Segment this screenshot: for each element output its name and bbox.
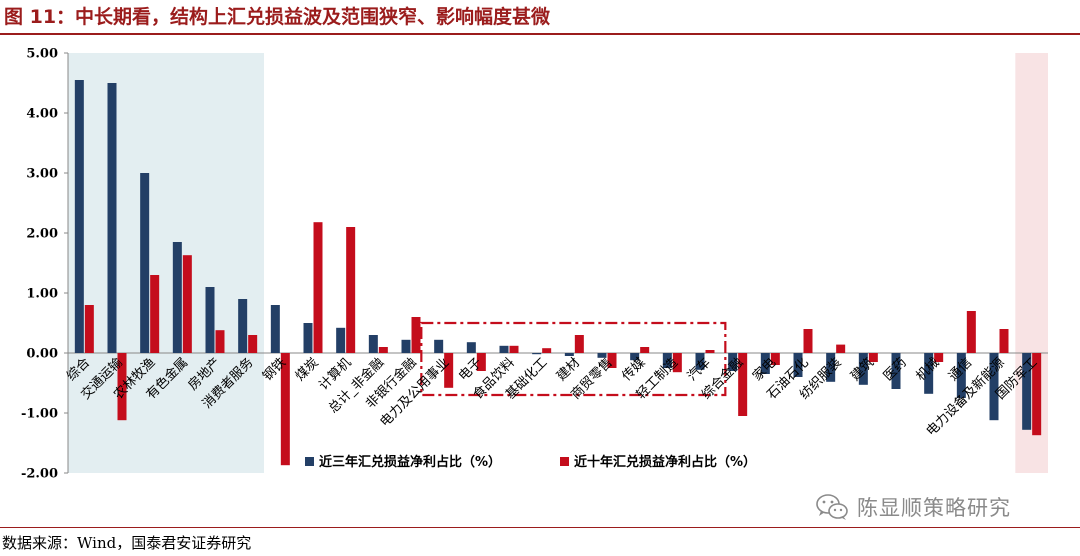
bar-chart: 5.004.003.002.001.000.00-1.00-2.00综合交通运输… [21, 47, 1048, 482]
bar-s2-14 [509, 345, 519, 353]
bar-s1-12 [434, 339, 444, 353]
legend-swatch-2 [560, 457, 569, 466]
bar-s1-2 [107, 83, 117, 353]
y-tick-label: -1.00 [21, 407, 58, 422]
bar-s2-27 [934, 353, 944, 362]
y-tick-label: -2.00 [21, 467, 58, 482]
bar-s2-21 [738, 353, 748, 416]
bar-s1-8 [303, 323, 313, 353]
bar-s2-6 [248, 335, 258, 353]
y-tick-label: 5.00 [26, 47, 58, 62]
y-tick-label: 3.00 [26, 167, 58, 182]
bar-s2-19 [672, 353, 682, 373]
bar-s2-11 [411, 317, 421, 353]
bar-s1-18 [630, 353, 640, 361]
bar-s2-29 [999, 329, 1009, 353]
bar-s1-13 [466, 342, 476, 353]
bar-s1-23 [793, 353, 803, 377]
category-label: 医药 [881, 355, 910, 384]
bar-s1-4 [172, 242, 182, 353]
bar-s2-16 [574, 335, 584, 353]
source-note: 数据来源：Wind，国泰君安证券研究 [2, 534, 252, 552]
bar-s2-22 [770, 353, 780, 365]
bar-s2-17 [607, 353, 617, 368]
bar-s2-3 [150, 275, 160, 353]
bar-s1-21 [728, 353, 738, 371]
bar-s1-29 [989, 353, 999, 421]
bar-s1-3 [140, 173, 150, 353]
bar-s2-24 [836, 344, 846, 353]
bar-s2-1 [84, 305, 94, 353]
y-tick-label: 1.00 [26, 287, 58, 302]
category-label: 通信 [946, 355, 975, 384]
bar-s1-22 [760, 353, 770, 374]
legend-label-2: 近十年汇兑损益净利占比（%） [574, 454, 756, 470]
bar-s2-8 [313, 222, 323, 353]
bar-s1-26 [891, 353, 901, 389]
category-label: 建材 [554, 355, 583, 384]
category-label: 汽车 [684, 355, 714, 385]
footer-divider [0, 527, 1080, 528]
dashed-highlight-box [420, 321, 727, 397]
bar-s2-15 [542, 348, 552, 353]
y-tick-label: 2.00 [26, 227, 58, 242]
legend-swatch-1 [305, 457, 314, 466]
bar-s2-10 [378, 347, 388, 353]
bar-s2-4 [182, 255, 192, 353]
shaded-region-1 [68, 53, 264, 473]
bar-s1-16 [564, 353, 574, 356]
bar-s2-12 [444, 353, 454, 388]
shaded-region-2 [1015, 53, 1048, 473]
bar-s2-5 [215, 330, 225, 353]
bar-s2-13 [476, 353, 486, 371]
y-tick-label: 4.00 [26, 107, 58, 122]
watermark: 陈显顺策略研究 [815, 490, 1011, 524]
bar-s1-20 [695, 353, 705, 370]
bar-s2-30 [1032, 353, 1042, 436]
category-label: 传媒 [619, 355, 648, 384]
watermark-text: 陈显顺策略研究 [857, 496, 1011, 520]
bar-s2-25 [868, 353, 878, 362]
figure-title: 图 11：中长期看，结构上汇兑损益波及范围狭窄、影响幅度甚微 [4, 6, 551, 28]
bar-s1-11 [401, 339, 411, 353]
bar-s2-20 [705, 350, 715, 353]
bar-s1-1 [74, 80, 84, 353]
bar-s2-2 [117, 353, 127, 421]
bar-s1-28 [956, 353, 966, 398]
bar-s1-5 [205, 287, 215, 353]
bar-s1-27 [924, 353, 934, 394]
bar-s1-19 [662, 353, 672, 368]
bar-s1-30 [1022, 353, 1032, 430]
bar-s1-25 [858, 353, 868, 385]
category-label: 煤炭 [293, 355, 322, 384]
bar-s2-9 [346, 227, 356, 353]
bar-s2-28 [966, 311, 976, 353]
bar-s2-18 [640, 347, 650, 353]
bar-s1-10 [368, 335, 378, 353]
legend-label-1: 近三年汇兑损益净利占比（%） [319, 454, 501, 470]
y-tick-label: 0.00 [26, 347, 58, 362]
bar-s1-15 [532, 353, 542, 355]
bar-s1-14 [499, 345, 509, 353]
title-divider [0, 33, 1080, 35]
bar-s2-7 [280, 353, 290, 466]
bar-s1-7 [270, 305, 280, 353]
bar-s1-9 [336, 327, 346, 353]
bar-s1-24 [826, 353, 836, 382]
bar-s2-23 [803, 329, 813, 353]
bar-s1-17 [597, 353, 607, 358]
wechat-icon [816, 494, 848, 520]
bar-s1-6 [238, 299, 248, 353]
